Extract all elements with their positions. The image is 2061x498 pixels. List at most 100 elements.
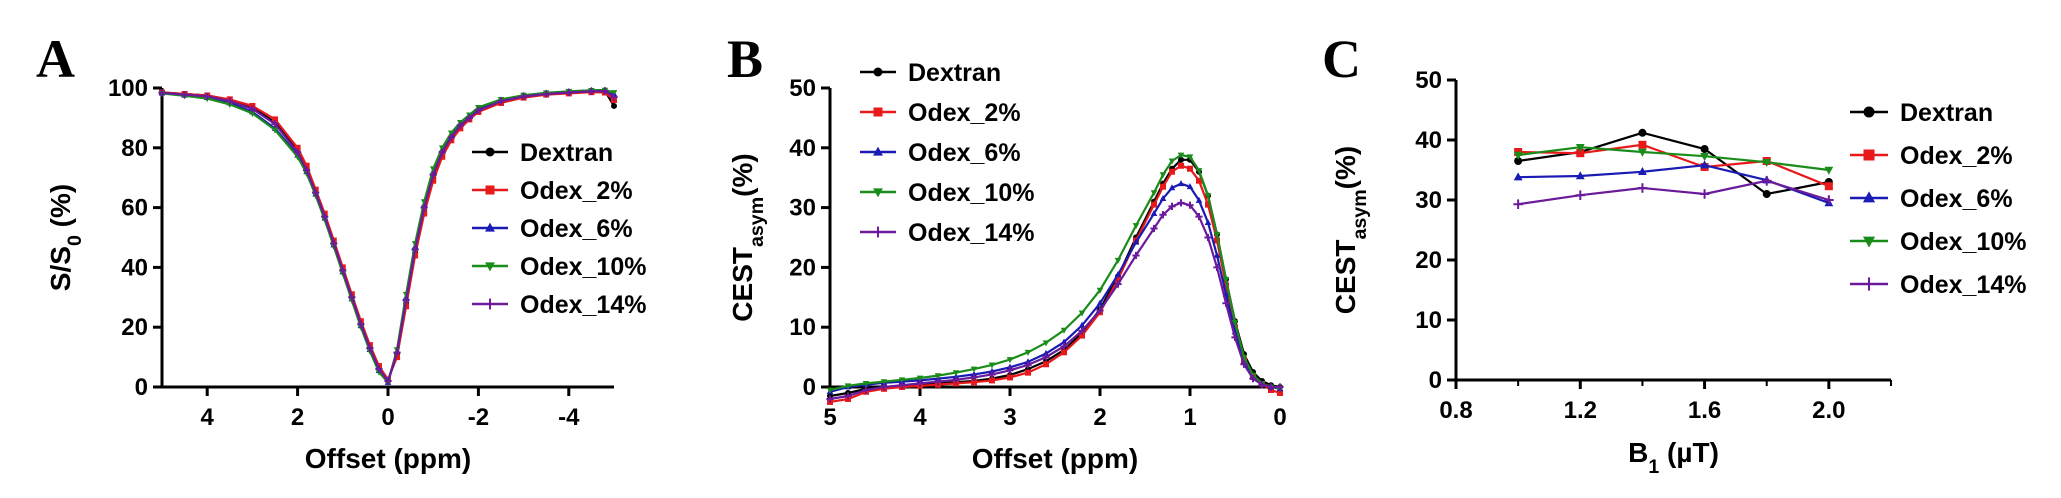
panel-a-data-point	[542, 90, 550, 98]
panel-b-data-point	[1168, 158, 1176, 165]
panel-b-data-point	[1078, 310, 1086, 317]
panel-a-data-point	[271, 127, 279, 134]
panel-b-legend-label: Odex_2%	[908, 99, 1021, 127]
panel-b-data-point	[1213, 232, 1221, 239]
panel-a-data-point	[439, 153, 446, 160]
panel-c-legend-marker	[1862, 191, 1876, 203]
panel-a-data-point	[421, 210, 428, 217]
panel-b-y-tick-label: 30	[789, 195, 816, 222]
panel-c-series-4	[1513, 176, 1834, 209]
panel-b-data-point	[970, 373, 978, 382]
panel-b-y-tick-label: 40	[789, 135, 816, 162]
panel-a-data-point	[411, 245, 419, 254]
panel-a-legend-marker	[485, 185, 495, 195]
panel-b-y-tick-label: 20	[789, 254, 816, 281]
panel-b-data-point	[880, 379, 888, 386]
panel-b-data-point	[826, 395, 834, 403]
panel-c-series-line	[1517, 179, 1830, 206]
panel-c-data-point	[1700, 153, 1709, 161]
panel-b-data-point	[1043, 361, 1049, 368]
panel-a-data-point	[565, 88, 573, 97]
panel-b-data-point	[1222, 276, 1230, 283]
panel-c-legend-label: Odex_6%	[1900, 185, 2013, 213]
panel-b-data-point	[898, 377, 906, 384]
panel-c-y-tick-label: 0	[1429, 367, 1442, 394]
panel-b-data-point	[1258, 381, 1266, 389]
panel-a-legend-marker	[485, 262, 495, 272]
panel-c-data-point	[1638, 128, 1647, 137]
panel-a-data-point	[375, 365, 383, 373]
panel-b-data-point	[1114, 257, 1122, 264]
panel-c-data-point	[1762, 159, 1772, 167]
panel-c-y-tick-label: 10	[1415, 307, 1442, 334]
panel-b-data-point	[862, 386, 870, 394]
panel-b-data-point	[1042, 349, 1050, 356]
panel-b-data-point	[1096, 299, 1104, 306]
panel-a-data-point	[601, 87, 609, 95]
panel-b-data-point	[1006, 366, 1014, 374]
panel-a-data-point	[272, 116, 278, 123]
panel-c-y-tick-label: 40	[1415, 127, 1442, 154]
panel-a-data-point	[402, 296, 410, 304]
panel-c-legend-label: Odex_2%	[1900, 142, 2013, 170]
panel-a-data-point	[294, 148, 302, 156]
panel-c-data-point	[1638, 167, 1647, 175]
panel-b-data-point	[1025, 369, 1031, 376]
panel-a-data-point	[438, 148, 446, 156]
panel-b-series-line	[829, 164, 1281, 403]
panel-b-data-point	[1060, 342, 1068, 350]
panel-a-data-point	[447, 133, 455, 141]
panel-b-data-point	[916, 375, 924, 382]
panel-a-x-tick-label: 4	[201, 404, 215, 431]
panel-b-data-point	[1178, 156, 1184, 163]
panel-b-data-point	[1186, 183, 1194, 190]
panel-b-data-point	[1187, 165, 1193, 172]
panel-b-data-point	[1159, 195, 1167, 202]
panel-b-data-point	[1177, 152, 1185, 159]
panel-b-data-point	[989, 377, 995, 384]
panel-b-data-point	[1195, 212, 1203, 221]
panel-b-data-point	[1168, 202, 1176, 211]
panel-b-data-point	[844, 383, 852, 390]
panel-b-data-point	[1168, 184, 1176, 191]
panel-a-y-tick-label: 80	[121, 135, 148, 162]
panel-b-data-point	[1159, 211, 1167, 219]
panel-a-data-point	[366, 344, 374, 352]
panel-c-data-point	[1700, 160, 1709, 169]
panel-b-x-tick-label: 4	[913, 404, 927, 431]
panel-b-legend-marker	[873, 146, 883, 156]
panel-b-data-point	[862, 381, 870, 388]
panel-a-data-point	[303, 166, 311, 174]
panel-b-x-tick-label: 2	[1093, 404, 1106, 431]
panel-b-data-point	[1024, 349, 1032, 356]
panel-c-series-line	[1518, 143, 1830, 188]
panel-a-data-point	[384, 377, 392, 385]
panel-b-y-tick-label: 50	[789, 75, 816, 102]
panel-letter-c: C	[1322, 29, 1361, 89]
panel-b-data-point	[826, 387, 834, 394]
panel-c-legend-label: Odex_14%	[1900, 271, 2026, 299]
panel-a-legend-marker	[485, 222, 495, 232]
panel-b-data-point	[1042, 353, 1050, 361]
panel-b-data-point	[1159, 172, 1167, 179]
panel-a-data-point	[610, 93, 618, 101]
panel-b-series-line	[829, 158, 1281, 398]
panel-a-data-point	[474, 106, 482, 115]
panel-c-legend-marker	[1863, 149, 1875, 161]
panel-c-legend-label: Odex_10%	[1900, 228, 2026, 256]
panel-b-data-point	[1277, 389, 1283, 396]
panel-b-series-3	[826, 152, 1284, 394]
panel-b-data-point	[1204, 218, 1212, 225]
panel-a-y-tick-label: 40	[121, 254, 148, 281]
panel-a-data-point	[394, 354, 401, 361]
panel-a-y-tick-label: 0	[135, 374, 148, 401]
panel-b-data-point	[1150, 209, 1158, 216]
panel-b-series-1	[827, 162, 1283, 405]
panel-b-data-point	[1160, 183, 1166, 190]
panel-b-legend-marker	[873, 67, 883, 77]
panel-c-y-axis-label: CESTasym(%)	[1330, 146, 1371, 314]
panel-b-data-point	[1196, 177, 1202, 184]
panel-b-data-point	[1115, 276, 1121, 283]
panel-b-data-point	[1204, 193, 1212, 200]
